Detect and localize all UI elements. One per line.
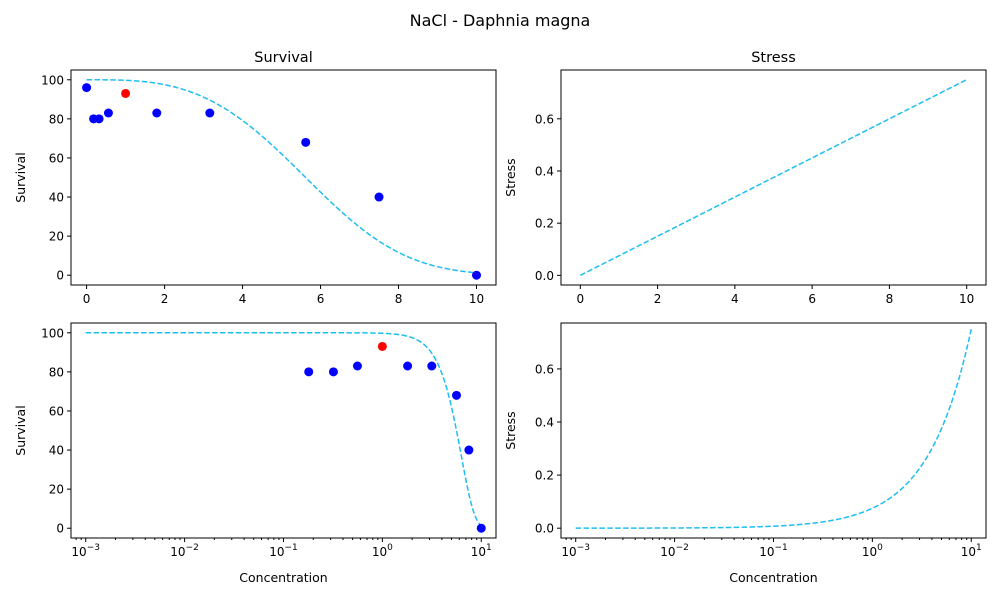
x-tick-label: 10−2 bbox=[660, 543, 689, 559]
data-point bbox=[374, 192, 384, 202]
panel-stress-linear: 0 2 4 6 8 10 0.0 0.2 0.4 0.6 Stress Stress bbox=[503, 50, 987, 306]
y-tick-label: 40 bbox=[49, 444, 64, 458]
figure-title: NaCl - Daphnia magna bbox=[410, 11, 591, 30]
x-axis-label: Concentration bbox=[239, 570, 327, 585]
panel-stress-log: 10−3 10−2 10−1 100 101 0.0 0.2 0.4 0.6 Stress Conc… bbox=[503, 322, 987, 585]
data-point bbox=[103, 108, 113, 118]
y-tick-label: 0.6 bbox=[535, 112, 554, 126]
x-tick-label: 101 bbox=[961, 543, 982, 559]
fitted-curve bbox=[579, 78, 968, 277]
y-tick-label: 0.0 bbox=[535, 269, 554, 283]
y-tick-label: 100 bbox=[41, 326, 64, 340]
data-point bbox=[472, 270, 482, 280]
y-tick-label: 0.4 bbox=[535, 164, 554, 178]
x-tick-label: 10−3 bbox=[71, 543, 100, 559]
y-tick-label: 20 bbox=[49, 230, 64, 244]
x-tick-label: 10−1 bbox=[269, 543, 298, 559]
x-tick-label: 8 bbox=[886, 292, 894, 306]
x-tick-label: 10−1 bbox=[759, 543, 788, 559]
x-tick-label: 4 bbox=[731, 292, 739, 306]
y-tick-label: 0 bbox=[56, 522, 64, 536]
x-tick-label: 0 bbox=[83, 292, 91, 306]
data-point bbox=[205, 108, 215, 118]
x-tick-label: 6 bbox=[317, 292, 325, 306]
data-point bbox=[301, 137, 311, 147]
subplot-title: Stress bbox=[751, 50, 796, 66]
y-tick-label: 0.2 bbox=[535, 217, 554, 231]
x-tick-label: 2 bbox=[654, 292, 662, 306]
y-axis-label: Stress bbox=[503, 158, 518, 196]
x-tick-label: 100 bbox=[862, 543, 883, 559]
highlighted-point bbox=[121, 88, 131, 98]
x-tick-label: 10−3 bbox=[561, 543, 590, 559]
subplot-title: Survival bbox=[254, 50, 312, 66]
axes-frame bbox=[70, 69, 497, 286]
x-tick-label: 8 bbox=[395, 292, 403, 306]
data-point bbox=[451, 390, 461, 400]
panel-survival-log: 10−3 10−2 10−1 100 101 0 20 40 60 80 100 Survival Co… bbox=[13, 322, 497, 585]
x-tick-label: 4 bbox=[239, 292, 247, 306]
y-axis-label: Survival bbox=[13, 152, 28, 202]
x-axis-label: Concentration bbox=[729, 570, 817, 585]
highlighted-point bbox=[377, 341, 387, 351]
data-point bbox=[328, 367, 338, 377]
y-tick-label: 0.0 bbox=[535, 522, 554, 536]
axes-frame bbox=[560, 69, 987, 286]
y-tick-label: 100 bbox=[41, 73, 64, 87]
x-tick-label: 2 bbox=[161, 292, 169, 306]
x-tick-label: 10−2 bbox=[170, 543, 199, 559]
data-point bbox=[152, 108, 162, 118]
data-point bbox=[403, 361, 413, 371]
x-tick-label: 6 bbox=[808, 292, 816, 306]
data-point bbox=[427, 361, 437, 371]
y-tick-label: 0.2 bbox=[535, 469, 554, 483]
y-axis-label: Stress bbox=[503, 411, 518, 449]
data-point bbox=[82, 83, 92, 93]
data-point bbox=[352, 361, 362, 371]
y-tick-label: 80 bbox=[49, 365, 64, 379]
fitted-curve bbox=[86, 79, 477, 274]
y-tick-label: 0.4 bbox=[535, 416, 554, 430]
x-tick-label: 10 bbox=[469, 292, 484, 306]
y-tick-label: 60 bbox=[49, 404, 64, 418]
data-point bbox=[94, 114, 104, 124]
y-axis-label: Survival bbox=[13, 405, 28, 455]
x-tick-label: 101 bbox=[471, 543, 492, 559]
data-point bbox=[476, 523, 486, 533]
y-tick-label: 20 bbox=[49, 483, 64, 497]
x-tick-label: 100 bbox=[372, 543, 393, 559]
y-tick-label: 60 bbox=[49, 151, 64, 165]
fitted-curve bbox=[85, 332, 482, 527]
data-point bbox=[464, 445, 474, 455]
y-tick-label: 80 bbox=[49, 112, 64, 126]
y-tick-label: 40 bbox=[49, 191, 64, 205]
x-tick-label: 0 bbox=[576, 292, 584, 306]
fitted-curve bbox=[575, 328, 972, 529]
y-tick-label: 0.6 bbox=[535, 362, 554, 376]
x-tick-label: 10 bbox=[959, 292, 974, 306]
data-point bbox=[304, 367, 314, 377]
y-tick-label: 0 bbox=[56, 269, 64, 283]
